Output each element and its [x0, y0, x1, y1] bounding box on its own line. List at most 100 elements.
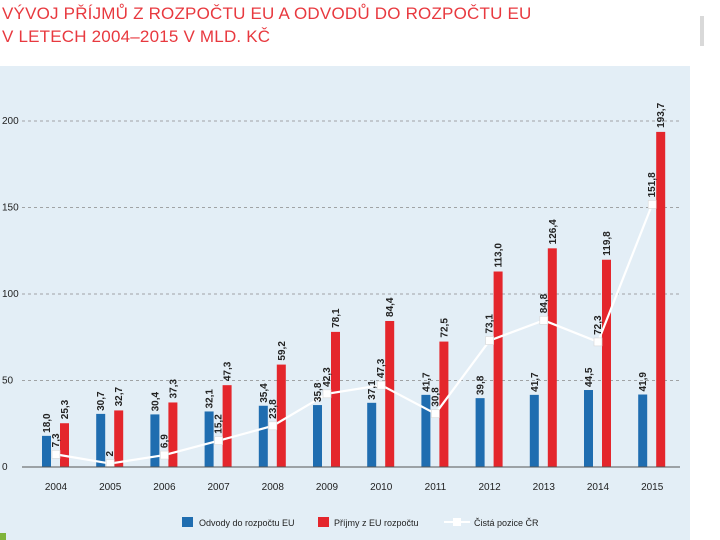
bar-odvody-2014 — [584, 390, 593, 467]
grid-layer — [22, 120, 680, 381]
line-layer — [51, 200, 657, 468]
marker-cista-2007 — [214, 436, 223, 446]
marker-cista-2011 — [431, 409, 440, 419]
label-prijmy-2011: 72,5 — [439, 318, 450, 338]
x-tick-label: 2010 — [370, 482, 393, 493]
bar-odvody-2004 — [42, 435, 51, 467]
label-cista-2005: 2 — [105, 451, 116, 457]
bar-prijmy-2011 — [439, 341, 449, 467]
bar-prijmy-2014 — [602, 259, 611, 467]
y-tick-label: 100 — [2, 289, 19, 300]
label-odvody-2007: 32,1 — [205, 389, 216, 409]
chart-title: VÝVOJ PŘÍJMŮ Z ROZPOČTU EU A ODVODŮ DO R… — [2, 2, 532, 48]
label-cista-2006: 6,9 — [159, 434, 170, 448]
marker-cista-2004 — [51, 450, 61, 459]
label-prijmy-2004: 25,3 — [60, 399, 71, 419]
bar-odvody-2007 — [204, 411, 214, 467]
marker-cista-2008 — [268, 421, 278, 431]
legend-swatch-prijmy — [318, 517, 329, 527]
label-odvody-2005: 30,7 — [96, 391, 107, 411]
bar-prijmy-2006 — [168, 402, 178, 467]
bar-odvody-2008 — [258, 405, 268, 467]
bar-odvody-2013 — [529, 394, 539, 467]
label-odvody-2004: 18,0 — [42, 413, 53, 433]
bar-prijmy-2015 — [656, 131, 666, 468]
marker-cista-2009 — [322, 389, 332, 399]
label-cista-2007: 15,2 — [214, 414, 225, 434]
marker-cista-2005 — [105, 459, 115, 468]
x-tick-label: 2006 — [153, 482, 176, 493]
x-tick-label: 2004 — [45, 482, 68, 493]
bar-odvody-2009 — [313, 405, 322, 467]
x-tick-label: 2011 — [425, 482, 447, 493]
legend-label-prijmy: Příjmy z EU rozpočtu — [334, 518, 419, 528]
label-cista-2010: 47,3 — [376, 358, 387, 378]
x-tick-label: 2015 — [641, 482, 664, 493]
bar-prijmy-2005 — [114, 410, 124, 467]
legend-label-cista: Čistá pozice ČR — [474, 518, 539, 528]
legend-swatch-odvody — [182, 517, 193, 527]
marker-cista-2013 — [539, 315, 549, 325]
legend-label-odvody: Odvody do rozpočtu EU — [199, 518, 295, 528]
page-margin — [690, 66, 720, 540]
page-edge-marker — [700, 16, 704, 46]
label-prijmy-2009: 78,1 — [331, 308, 342, 328]
label-cista-2014: 72,3 — [593, 315, 604, 335]
bar-prijmy-2010 — [385, 320, 395, 467]
bar-prijmy-2013 — [547, 248, 557, 467]
bar-prijmy-2009 — [331, 331, 340, 467]
label-odvody-2012: 39,8 — [476, 375, 487, 395]
corner-accent — [0, 533, 6, 540]
bar-odvody-2012 — [475, 398, 485, 467]
x-tick-label: 2009 — [316, 482, 339, 493]
marker-cista-2010 — [376, 380, 386, 390]
bar-prijmy-2012 — [493, 271, 503, 467]
label-odvody-2011: 41,7 — [421, 372, 432, 392]
x-tick-label: 2008 — [262, 482, 285, 493]
label-odvody-2013: 41,7 — [530, 372, 541, 392]
x-tick-label: 2005 — [99, 482, 122, 493]
bar-odvody-2011 — [421, 394, 431, 467]
legend-marker-cista — [453, 518, 461, 526]
bar-odvody-2010 — [367, 402, 377, 467]
label-odvody-2010: 37,1 — [367, 380, 378, 400]
label-cista-2009: 42,3 — [322, 367, 333, 387]
legend-layer: Odvody do rozpočtu EU Příjmy z EU rozpočt… — [182, 517, 539, 528]
y-tick-label: 200 — [2, 116, 19, 127]
label-prijmy-2006: 37,3 — [168, 379, 179, 399]
bar-odvody-2015 — [638, 394, 648, 467]
x-tick-label: 2014 — [587, 482, 610, 493]
label-cista-2015: 151,8 — [647, 172, 658, 197]
label-prijmy-2008: 59,2 — [277, 341, 288, 361]
marker-cista-2015 — [647, 200, 657, 209]
label-odvody-2008: 35,4 — [259, 383, 270, 403]
marker-cista-2006 — [160, 450, 169, 460]
label-prijmy-2010: 84,4 — [385, 297, 396, 317]
label-odvody-2015: 41,9 — [638, 372, 649, 392]
label-cista-2008: 23,8 — [268, 399, 279, 419]
label-odvody-2006: 30,4 — [150, 392, 161, 412]
label-cista-2011: 30,8 — [430, 387, 441, 407]
label-prijmy-2014: 119,8 — [602, 231, 613, 256]
bar-odvody-2005 — [96, 413, 106, 467]
chart-title-line-2: V LETECH 2004–2015 V MLD. KČ — [2, 27, 271, 46]
label-odvody-2014: 44,5 — [584, 367, 595, 387]
x-tick-label: 2012 — [478, 482, 501, 493]
marker-cista-2012 — [485, 336, 494, 345]
label-prijmy-2015: 193,7 — [656, 102, 667, 127]
bar-prijmy-2004 — [60, 423, 69, 467]
line-cista-pozice — [55, 203, 654, 465]
bar-layer — [42, 131, 666, 468]
label-cista-2013: 84,8 — [539, 293, 550, 313]
y-tick-label: 150 — [2, 203, 19, 214]
bar-prijmy-2007 — [222, 385, 232, 467]
y-tick-label: 50 — [2, 376, 14, 387]
x-tick-label: 2007 — [207, 482, 230, 493]
label-prijmy-2012: 113,0 — [494, 243, 505, 268]
label-prijmy-2005: 32,7 — [114, 387, 125, 407]
chart-title-line-1: VÝVOJ PŘÍJMŮ Z ROZPOČTU EU A ODVODŮ DO R… — [2, 4, 532, 23]
axis-layer: 0 50 100 150 200 2004 2005 2006 2007 2008 2009 2010… — [2, 116, 680, 493]
label-odvody-2009: 35,8 — [313, 382, 324, 402]
label-prijmy-2007: 47,3 — [223, 361, 234, 381]
